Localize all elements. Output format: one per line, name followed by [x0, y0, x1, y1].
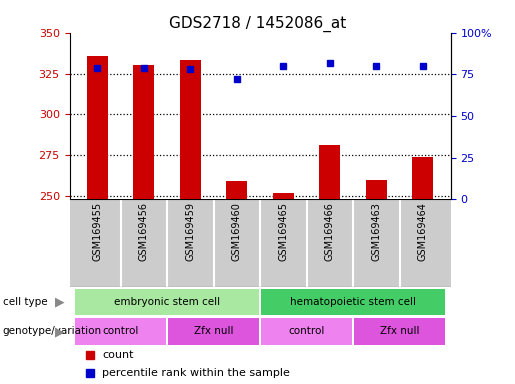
- Text: GSM169464: GSM169464: [418, 202, 428, 261]
- Bar: [319, 146, 340, 199]
- Bar: [261, 288, 445, 315]
- Text: control: control: [288, 326, 325, 336]
- Bar: [180, 60, 201, 199]
- Bar: [261, 318, 352, 344]
- Bar: [133, 65, 154, 199]
- Text: GSM169456: GSM169456: [139, 202, 149, 261]
- Text: cell type: cell type: [3, 297, 47, 307]
- Text: GSM169460: GSM169460: [232, 202, 242, 261]
- Text: Zfx null: Zfx null: [194, 326, 233, 336]
- Bar: [413, 157, 433, 199]
- Text: ▶: ▶: [55, 325, 64, 338]
- Bar: [75, 288, 259, 315]
- Bar: [366, 180, 387, 199]
- Bar: [75, 318, 166, 344]
- Bar: [227, 181, 247, 199]
- Bar: [87, 56, 108, 199]
- Text: count: count: [102, 350, 133, 360]
- Text: genotype/variation: genotype/variation: [3, 326, 101, 336]
- Text: control: control: [102, 326, 139, 336]
- Text: percentile rank within the sample: percentile rank within the sample: [102, 368, 290, 378]
- Text: GSM169459: GSM169459: [185, 202, 195, 261]
- Text: GSM169463: GSM169463: [371, 202, 381, 261]
- Text: GDS2718 / 1452086_at: GDS2718 / 1452086_at: [169, 15, 346, 31]
- Text: ▶: ▶: [55, 295, 64, 308]
- Text: GSM169466: GSM169466: [325, 202, 335, 261]
- Text: GSM169455: GSM169455: [92, 202, 102, 261]
- Text: embryonic stem cell: embryonic stem cell: [114, 297, 220, 307]
- Bar: [273, 193, 294, 199]
- Text: Zfx null: Zfx null: [380, 326, 419, 336]
- Bar: [354, 318, 445, 344]
- Text: hematopoietic stem cell: hematopoietic stem cell: [290, 297, 416, 307]
- Bar: [168, 318, 259, 344]
- Text: GSM169465: GSM169465: [278, 202, 288, 261]
